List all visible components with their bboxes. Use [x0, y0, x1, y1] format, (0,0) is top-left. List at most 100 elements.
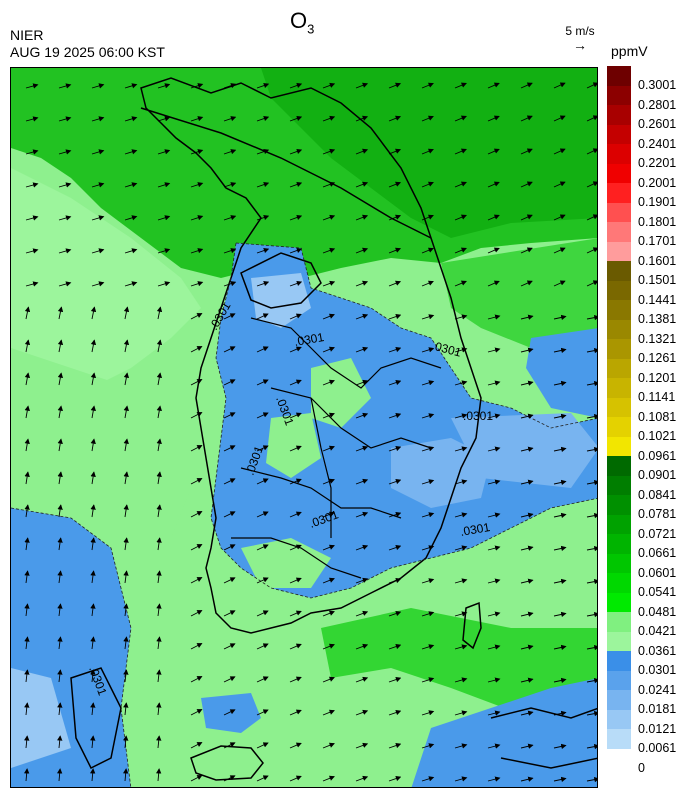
wind-arrow-icon [157, 149, 171, 155]
wind-arrow-icon [156, 339, 163, 353]
field-green-inland-2 [241, 538, 331, 588]
wind-arrow-icon [223, 610, 236, 617]
wind-arrow-icon [124, 116, 138, 122]
colorbar-label: 0.0241 [638, 682, 677, 697]
wind-arrow-icon [190, 577, 203, 584]
wind-arrow-icon [487, 743, 501, 749]
field-green-south [321, 608, 597, 718]
colorbar-cell [607, 573, 631, 593]
wind-arrow-icon [190, 313, 203, 320]
field-green-yellow-sea [11, 348, 191, 558]
province-borders [231, 317, 442, 579]
wind-arrow-icon [322, 346, 335, 353]
wind-arrow-icon [190, 412, 203, 419]
wind-arrow-icon [289, 544, 302, 551]
colorbar-label: 0.1141 [638, 390, 676, 404]
wind-arrow-icon [421, 743, 435, 749]
wind-arrow-icon [553, 677, 567, 684]
wind-vectors [24, 82, 597, 783]
colorbar-label: 0.3001 [638, 78, 677, 92]
wind-arrow-icon [487, 677, 501, 683]
wind-arrow-icon [553, 347, 567, 354]
wind-arrow-icon [487, 644, 501, 650]
wind-arrow-icon [24, 372, 31, 386]
wind-arrow-icon [123, 768, 129, 782]
wind-arrow-icon [24, 636, 30, 650]
colorbar-cell [607, 631, 631, 651]
wind-arrow-icon [256, 149, 270, 155]
wind-arrow-icon [90, 570, 96, 584]
wind-arrow-icon [355, 181, 369, 188]
wind-arrow-icon [190, 676, 203, 683]
colorbar-label: 0.0661 [638, 546, 677, 560]
wind-arrow-icon [223, 742, 236, 749]
wind-arrow-icon [123, 405, 129, 419]
colorbar [607, 66, 631, 749]
wind-arrow-icon [355, 445, 369, 452]
wind-arrow-icon [421, 446, 435, 452]
wind-arrow-icon [90, 537, 96, 551]
wind-arrow-icon [520, 677, 534, 683]
wind-arrow-icon [57, 768, 63, 782]
wind-arrow-icon [454, 776, 468, 782]
wind-arrow-icon [322, 445, 335, 452]
wind-arrow-icon [223, 379, 236, 386]
wind-arrow-icon [520, 644, 534, 650]
wind-arrow-icon [421, 181, 434, 188]
colorbar-label: 0.1501 [638, 273, 677, 287]
wind-arrow-icon [57, 702, 63, 716]
colorbar-label: 0.2001 [638, 175, 677, 190]
wind-arrow-icon [123, 438, 129, 452]
colorbar-cell [607, 339, 631, 359]
colorbar-label: 0.0541 [638, 585, 677, 599]
colorbar-cell [607, 105, 631, 125]
colorbar-label: 0 [638, 760, 645, 775]
wind-arrow-icon [57, 405, 63, 419]
colorbar-cell [607, 378, 631, 398]
units-label: ppmV [611, 43, 648, 59]
wind-arrow-icon [421, 479, 435, 485]
colorbar-cell [607, 144, 631, 164]
wind-arrow-icon [586, 644, 597, 651]
wind-arrow-icon [454, 181, 467, 188]
colorbar-cell [607, 124, 631, 144]
wind-arrow-icon [256, 610, 269, 617]
wind-arrow-icon [25, 281, 39, 287]
wind-arrow-icon [487, 611, 501, 617]
wind-arrow-icon [454, 677, 468, 683]
wind-arrow-icon [322, 115, 336, 122]
wind-arrow-icon [322, 577, 335, 584]
wind-arrow-icon [57, 306, 64, 320]
wind-arrow-icon [553, 247, 566, 254]
wind-arrow-icon [586, 545, 597, 552]
colorbar-label: 0.2401 [638, 136, 677, 151]
colorbar-cell [607, 358, 631, 378]
wind-arrow-icon [487, 347, 501, 353]
wind-arrow-icon [454, 743, 468, 749]
wind-arrow-icon [90, 735, 96, 749]
wind-arrow-icon [24, 405, 30, 419]
wind-arrow-icon [322, 478, 335, 485]
wind-arrow-icon [289, 346, 302, 353]
wind-arrow-icon [487, 280, 500, 287]
wind-arrow-icon [454, 148, 467, 155]
wind-arrow-icon [355, 247, 369, 254]
wind-arrow-icon [421, 82, 434, 89]
wind-arrow-icon [256, 412, 269, 419]
wind-arrow-icon [289, 445, 302, 452]
wind-arrow-icon [388, 578, 402, 584]
colorbar-cell [607, 202, 631, 222]
wind-arrow-icon [157, 281, 171, 287]
wind-arrow-icon [586, 512, 597, 519]
colorbar-cell [607, 222, 631, 242]
colorbar-label: 0.2601 [638, 117, 677, 131]
wind-arrow-icon [24, 471, 30, 485]
wind-arrow-icon [156, 471, 162, 485]
wind-arrow-icon [256, 544, 269, 551]
wind-arrow-icon [57, 735, 63, 749]
wind-arrow-icon [223, 116, 237, 122]
wind-arrow-icon [487, 413, 501, 419]
wind-arrow-icon [289, 181, 303, 188]
colorbar-cell [607, 300, 631, 320]
wind-arrow-icon [123, 306, 130, 320]
